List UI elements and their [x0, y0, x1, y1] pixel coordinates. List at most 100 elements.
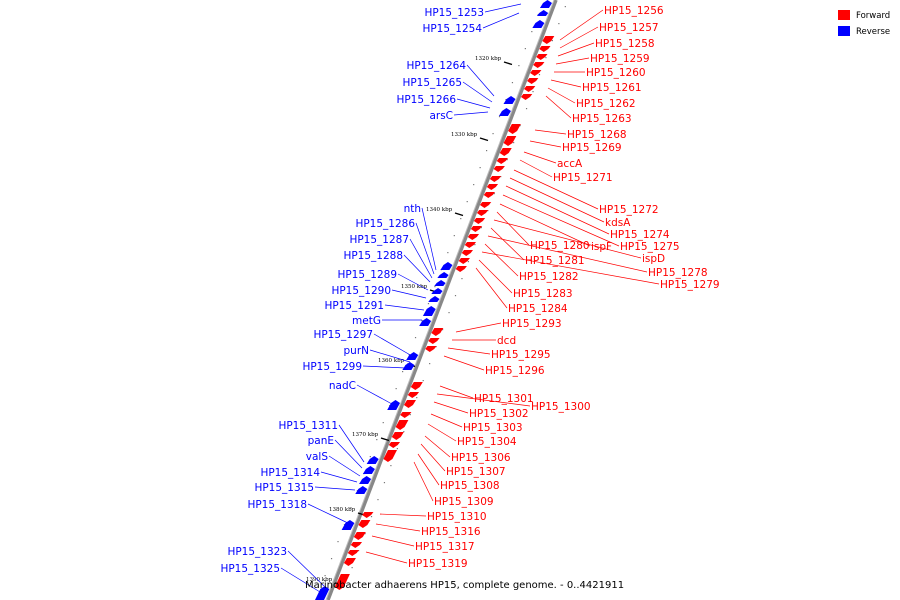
backbone-dot	[511, 82, 514, 84]
forward-gene-feature	[470, 226, 483, 232]
backbone-dot	[441, 329, 444, 331]
reverse-gene-feature	[387, 400, 400, 410]
reverse-leader-line	[403, 254, 431, 283]
reverse-leader-line	[356, 384, 393, 405]
forward-leader-line	[417, 453, 440, 486]
forward-leader-line	[490, 227, 525, 261]
reverse-gene-feature	[431, 288, 443, 294]
forward-gene-feature	[521, 94, 533, 100]
backbone-dot	[358, 550, 360, 552]
tick-label: 1360 kbp	[378, 358, 405, 364]
backbone-dot	[538, 74, 541, 76]
label-leader-lines	[280, 3, 660, 593]
backbone-group	[325, 0, 558, 600]
forward-gene-label: HP15_1304	[457, 436, 517, 448]
forward-gene-feature	[407, 392, 420, 398]
forward-leader-line	[478, 259, 513, 294]
forward-leader-line	[529, 140, 562, 148]
tick-label: 1320 kbp	[475, 56, 502, 62]
reverse-leader-line	[362, 365, 407, 369]
backbone-dot	[402, 371, 404, 373]
backbone-dot	[531, 31, 533, 33]
forward-gene-label: HP15_1268	[567, 129, 627, 141]
forward-gene-feature	[458, 258, 470, 264]
forward-gene-label: ispD	[642, 253, 665, 265]
backbone-dot	[492, 133, 494, 135]
forward-gene-label: HP15_1317	[415, 541, 475, 553]
backbone-dot	[377, 499, 379, 501]
forward-leader-line	[433, 401, 469, 414]
forward-gene-label: HP15_1307	[446, 466, 506, 478]
reverse-gene-feature	[366, 456, 379, 464]
forward-gene-label: HP15_1272	[599, 204, 659, 216]
forward-gene-feature	[383, 450, 397, 462]
forward-gene-label: HP15_1259	[590, 53, 650, 65]
forward-gene-feature	[503, 136, 517, 146]
forward-gene-label: HP15_1274	[610, 229, 670, 241]
backbone-dot	[390, 465, 392, 467]
reverse-gene-label: HP15_1288	[343, 250, 403, 262]
forward-gene-feature	[431, 328, 444, 336]
reverse-gene-label: HP15_1323	[227, 546, 287, 558]
reverse-gene-feature	[532, 20, 545, 28]
forward-gene-label: HP15_1280	[530, 240, 590, 252]
backbone-dot	[427, 303, 430, 305]
backbone-dot	[429, 363, 431, 365]
forward-gene-feature	[527, 78, 539, 84]
backbone-dot	[505, 99, 507, 101]
backbone-dot	[532, 91, 534, 93]
reverse-gene-label: HP15_1264	[406, 60, 466, 72]
forward-gene-feature	[410, 382, 423, 390]
forward-gene-feature	[343, 558, 356, 566]
backbone-dot	[414, 337, 417, 339]
forward-leader-line	[534, 129, 567, 135]
forward-gene-label: HP15_1316	[421, 526, 481, 538]
reverse-gene-label: valS	[306, 451, 329, 463]
forward-leader-line	[371, 535, 415, 547]
reverse-gene-label: HP15_1318	[247, 499, 307, 511]
tick-mark	[503, 61, 513, 66]
reverse-gene-label: nadC	[329, 380, 356, 392]
backbone-dot	[453, 235, 455, 237]
forward-gene-feature	[347, 550, 359, 556]
reverse-leader-line	[453, 111, 489, 116]
forward-gene-feature	[536, 54, 548, 60]
reverse-gene-label: panE	[308, 435, 334, 447]
backbone-dot	[376, 439, 378, 441]
forward-leader-line	[513, 169, 599, 210]
forward-gene-feature	[425, 346, 437, 352]
backbone-dot	[351, 567, 353, 569]
forward-gene-label: HP15_1256	[604, 5, 664, 17]
backbone-dot	[447, 252, 449, 254]
forward-gene-feature	[362, 512, 374, 518]
legend-swatch-reverse	[838, 26, 850, 36]
backbone-dot	[370, 516, 373, 518]
forward-gene-feature	[400, 412, 412, 418]
legend-label-reverse: Reverse	[856, 27, 890, 37]
backbone-dot	[395, 388, 397, 390]
reverse-gene-feature	[440, 262, 453, 270]
backbone-dot	[403, 431, 405, 433]
forward-leader-line	[365, 551, 408, 564]
forward-gene-label: HP15_1302	[469, 408, 529, 420]
forward-gene-feature	[391, 432, 404, 440]
backbone-dot	[500, 176, 502, 178]
forward-gene-label: HP15_1282	[519, 271, 579, 283]
forward-gene-feature	[473, 218, 486, 224]
forward-leader-line	[559, 26, 599, 49]
backbone-dot	[473, 184, 475, 186]
reverse-gene-label: HP15_1297	[313, 329, 373, 341]
reverse-gene-label: HP15_1286	[355, 218, 415, 230]
forward-gene-feature	[395, 420, 409, 430]
forward-gene-label: HP15_1301	[474, 393, 534, 405]
forward-leader-line	[496, 211, 530, 246]
backbone-dot	[498, 116, 501, 118]
backbone-dot	[337, 541, 339, 543]
backbone-highlight	[325, 0, 555, 600]
reverse-gene-label: purN	[344, 345, 370, 357]
reverse-gene-label: HP15_1311	[278, 420, 338, 432]
forward-leader-line	[487, 235, 648, 273]
forward-gene-label: HP15_1261	[582, 82, 642, 94]
forward-gene-feature	[461, 250, 473, 256]
reverse-gene-feature	[362, 466, 375, 474]
